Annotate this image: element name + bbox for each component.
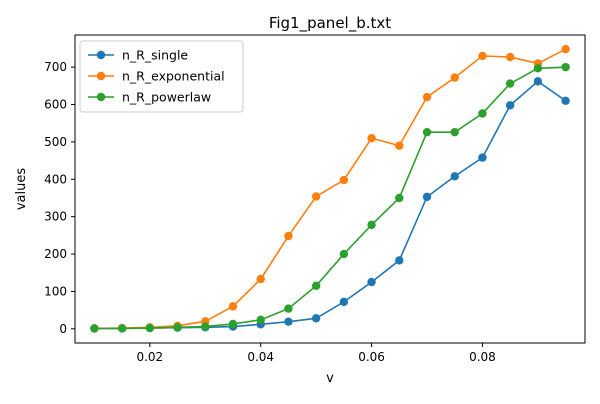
data-point	[201, 322, 210, 331]
x-tick-label: 0.06	[358, 350, 385, 364]
data-point	[561, 62, 570, 72]
x-tick-label: 0.08	[469, 350, 496, 364]
y-axis: 0 100 200 300 400 500 600 700	[44, 60, 75, 336]
data-point	[422, 92, 432, 102]
data-point	[422, 127, 432, 137]
data-point	[478, 153, 487, 162]
series-n_R_single	[90, 77, 570, 333]
data-point	[117, 324, 127, 333]
data-point	[450, 127, 459, 137]
data-point	[561, 45, 570, 54]
data-point	[284, 317, 293, 326]
data-point	[90, 324, 99, 333]
legend-swatch-marker	[96, 71, 106, 81]
legend-item: n_R_powerlaw	[88, 90, 211, 105]
data-point	[311, 192, 321, 201]
data-point	[228, 319, 238, 329]
legend-label: n_R_exponential	[122, 69, 225, 84]
x-tick-label: 0.04	[247, 350, 274, 364]
series-n_R_powerlaw	[90, 62, 570, 333]
axes-frame	[74, 34, 586, 344]
data-point	[367, 220, 376, 230]
data-point	[395, 193, 404, 203]
data-point	[367, 277, 376, 287]
data-point	[339, 249, 349, 259]
series-line	[94, 80, 567, 330]
data-point	[228, 302, 238, 311]
data-point	[339, 297, 349, 307]
data-point	[561, 96, 570, 105]
x-axis-label: v	[326, 371, 334, 386]
data-point	[256, 315, 265, 325]
y-tick-label: 0	[59, 322, 67, 336]
data-point	[450, 73, 459, 82]
y-tick-label: 700	[44, 60, 67, 74]
x-axis: 0.02 0.04 0.06 0.08	[136, 343, 496, 364]
chart-title: Fig1_panel_b.txt	[269, 14, 391, 33]
legend-swatch-marker	[96, 50, 106, 60]
data-point	[478, 109, 487, 118]
data-point	[478, 51, 487, 61]
y-tick-label: 100	[44, 284, 67, 298]
legend-box	[79, 40, 244, 113]
data-point	[284, 304, 293, 313]
data-point	[505, 79, 515, 88]
legend-swatch-marker	[96, 92, 106, 102]
y-tick-label: 200	[44, 247, 67, 261]
x-tick-label: 0.02	[136, 350, 163, 364]
y-axis-label: values	[14, 168, 29, 211]
data-point	[450, 172, 459, 181]
data-point	[533, 64, 543, 73]
legend-label: n_R_single	[122, 48, 188, 63]
data-point	[173, 323, 182, 332]
data-point	[145, 323, 155, 333]
legend-label: n_R_powerlaw	[122, 90, 211, 105]
legend: n_R_single n_R_exponential n_R_powerlaw	[79, 40, 244, 113]
y-tick-label: 400	[44, 172, 67, 186]
data-point	[311, 281, 321, 291]
data-point	[505, 101, 515, 110]
data-point	[339, 175, 349, 185]
data-point	[395, 256, 404, 265]
data-point	[256, 274, 265, 284]
data-point	[395, 141, 404, 150]
plot-area	[90, 45, 570, 333]
data-point	[505, 52, 515, 62]
series-line	[94, 48, 566, 330]
data-point	[311, 314, 321, 323]
legend-item: n_R_exponential	[88, 69, 225, 84]
data-point	[284, 231, 293, 241]
y-tick-label: 300	[44, 210, 67, 224]
y-tick-label: 600	[44, 98, 67, 112]
data-point	[422, 192, 432, 202]
data-point	[533, 77, 543, 86]
series-line	[94, 66, 566, 330]
legend-item: n_R_single	[88, 48, 188, 63]
y-tick-label: 500	[44, 135, 67, 149]
data-point	[367, 133, 376, 143]
